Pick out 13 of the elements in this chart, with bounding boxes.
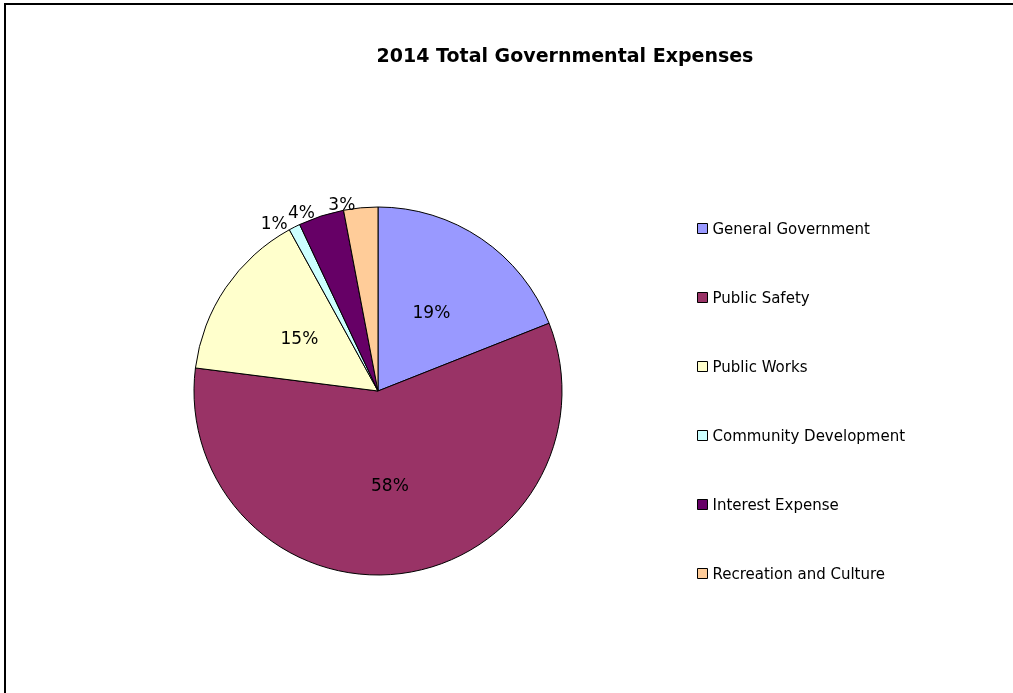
legend-label: General Government (712, 219, 871, 238)
data-label: 58% (371, 475, 409, 496)
legend-label: Public Works (712, 357, 808, 376)
chart-title: 2014 Total Governmental Expenses (376, 43, 754, 66)
data-label: 1% (260, 213, 288, 234)
data-label: 19% (412, 302, 451, 323)
legend-label: Community Development (712, 426, 906, 445)
legend-label: Public Safety (712, 288, 810, 307)
data-label: 15% (280, 327, 319, 348)
data-label: 4% (287, 202, 315, 223)
data-label: 3% (328, 193, 356, 214)
legend-label: Recreation and Culture (712, 564, 886, 583)
legend-label: Interest Expense (712, 495, 839, 514)
